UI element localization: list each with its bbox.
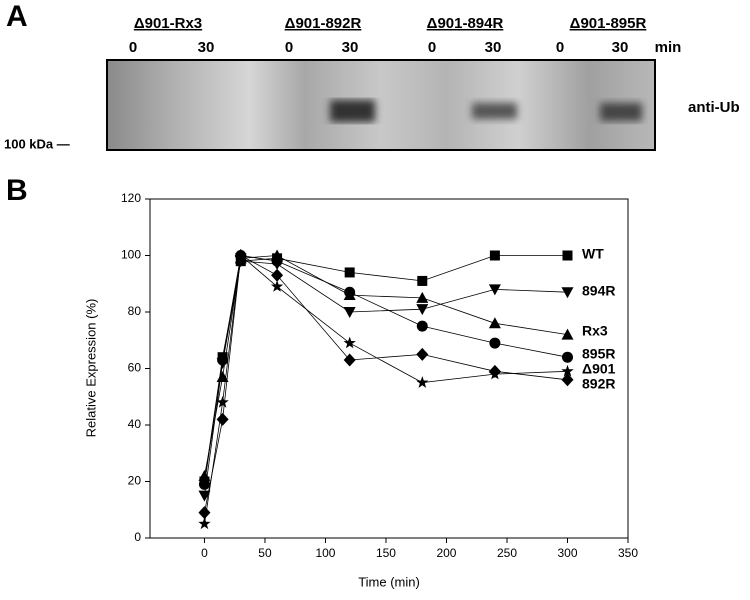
x-tick-label: 50 <box>258 546 272 560</box>
data-point <box>198 490 211 502</box>
y-tick-label: 0 <box>134 530 141 544</box>
panel-label: B <box>6 174 28 207</box>
data-point <box>416 347 429 361</box>
series: Δ901 <box>198 249 616 530</box>
x-tick-label: 300 <box>557 546 577 560</box>
y-axis-label: Relative Expression (%) <box>83 299 98 438</box>
y-tick-label: 80 <box>128 304 142 318</box>
series: 894R <box>198 256 615 502</box>
data-point <box>561 351 573 363</box>
series-line <box>204 255 568 485</box>
time-label: 0 <box>556 39 564 56</box>
series: Rx3 <box>198 249 608 481</box>
series-label: 892R <box>582 376 615 392</box>
series: 892R <box>198 249 615 520</box>
series-line <box>204 254 568 513</box>
x-tick-label: 150 <box>376 546 396 560</box>
data-point <box>561 328 574 340</box>
panel-label: A <box>6 0 28 33</box>
time-unit: min <box>655 39 682 56</box>
series-label: WT <box>582 246 604 262</box>
data-point <box>271 255 283 267</box>
gel <box>106 59 656 151</box>
data-point <box>488 284 501 296</box>
series-label: Δ901 <box>582 361 616 377</box>
time-label: 0 <box>428 39 436 56</box>
data-point <box>416 320 428 332</box>
data-point <box>270 280 284 292</box>
series-label: 895R <box>582 346 615 362</box>
data-point <box>416 376 429 388</box>
x-tick-label: 100 <box>315 546 335 560</box>
data-point <box>343 353 356 367</box>
series-label: Rx3 <box>582 323 608 339</box>
data-point <box>217 354 229 366</box>
lane-group-label: Δ901-Rx3 <box>134 15 202 32</box>
data-point <box>198 506 211 520</box>
bands <box>330 100 642 122</box>
time-label: 30 <box>342 39 359 56</box>
data-point <box>488 364 501 378</box>
data-point <box>216 412 229 426</box>
time-label: 30 <box>198 39 215 56</box>
series-line <box>204 255 568 476</box>
lane-group-label: Δ901-892R <box>285 15 362 32</box>
time-label: 0 <box>129 39 137 56</box>
data-point <box>198 478 210 490</box>
time-label: 0 <box>285 39 293 56</box>
data-point <box>416 304 429 316</box>
data-point <box>343 307 356 318</box>
y-tick-label: 40 <box>128 417 142 431</box>
data-point <box>343 336 356 349</box>
x-tick-label: 350 <box>618 546 638 560</box>
data-point <box>561 364 574 377</box>
data-point <box>417 275 428 286</box>
antibody-label: anti-Ub <box>688 99 740 116</box>
data-point <box>562 250 573 261</box>
series-label: 894R <box>582 283 615 299</box>
series-line <box>204 260 568 496</box>
blot <box>106 59 656 151</box>
lane-group-label: Δ901-894R <box>427 15 504 32</box>
x-tick-label: 200 <box>436 546 456 560</box>
time-label: 30 <box>612 39 629 56</box>
series: WT <box>199 246 604 487</box>
data-point <box>344 286 356 298</box>
y-tick-label: 120 <box>121 191 141 205</box>
series: 895R <box>198 250 615 490</box>
data-point <box>561 287 574 299</box>
y-tick-label: 20 <box>128 474 142 488</box>
data-point <box>561 373 574 387</box>
size-marker: 100 kDa — <box>4 136 70 151</box>
data-point <box>271 268 284 282</box>
series-line <box>204 255 568 482</box>
data-point <box>489 337 501 349</box>
lane-group-label: Δ901-895R <box>570 15 647 32</box>
data-point <box>198 469 211 481</box>
data-point <box>234 249 247 262</box>
data-point <box>344 267 355 278</box>
y-tick-label: 60 <box>128 361 142 375</box>
data-point <box>489 250 500 261</box>
data-point <box>198 517 211 530</box>
x-tick-label: 0 <box>201 546 208 560</box>
x-tick-label: 250 <box>497 546 517 560</box>
data-point <box>416 291 429 303</box>
y-tick-label: 100 <box>121 248 141 262</box>
time-label: 30 <box>485 39 502 56</box>
x-axis-label: Time (min) <box>358 574 420 589</box>
series-line <box>204 254 568 524</box>
data-point <box>488 317 501 329</box>
data-point <box>216 395 229 408</box>
